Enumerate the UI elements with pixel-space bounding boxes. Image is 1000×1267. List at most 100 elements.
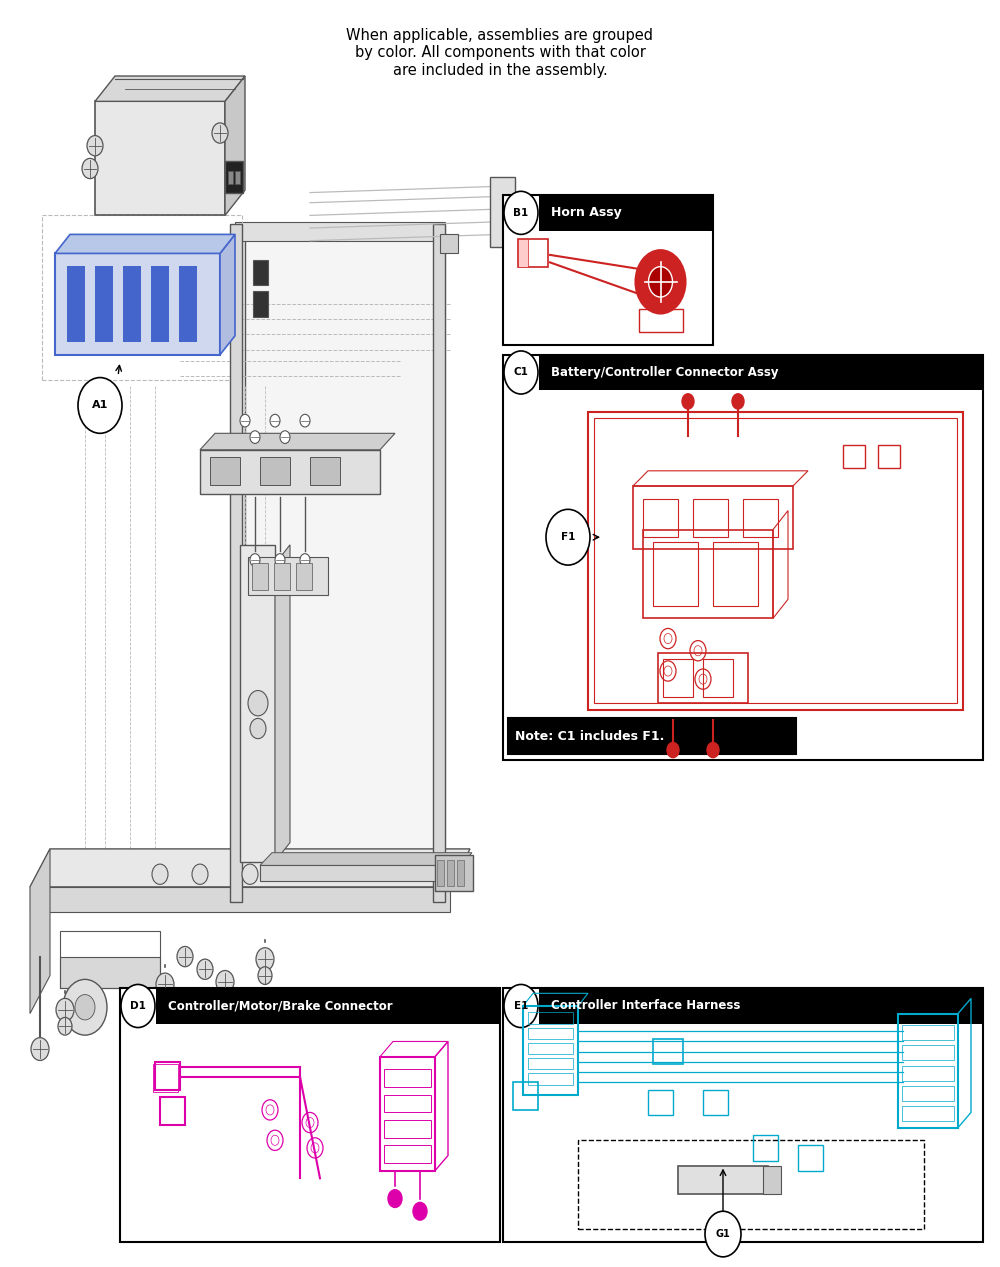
Bar [447,860,454,886]
Bar [678,1166,768,1194]
Bar [160,1097,185,1125]
Bar [228,171,233,184]
Bar [253,291,268,317]
Circle shape [707,742,719,758]
Bar [384,1095,431,1112]
Bar [663,659,693,697]
Circle shape [705,1211,741,1257]
Bar [658,653,748,703]
Circle shape [78,378,122,433]
Bar [235,228,245,900]
Text: C1: C1 [514,367,528,378]
Circle shape [152,864,168,884]
Bar [240,234,440,893]
Text: D1: D1 [130,1001,146,1011]
Bar [151,266,169,342]
Text: E1: E1 [514,1001,528,1011]
Text: Horn Assy: Horn Assy [551,207,622,219]
Polygon shape [30,849,50,1014]
Bar [384,1145,431,1163]
Bar [490,177,515,247]
Circle shape [667,742,679,758]
Bar [713,542,758,606]
Bar [878,446,900,469]
Circle shape [56,998,74,1021]
Bar [384,1069,431,1087]
Bar [252,563,268,590]
Bar [578,1140,924,1229]
Circle shape [250,554,260,566]
Bar [120,988,500,1242]
Bar [384,1120,431,1138]
Circle shape [504,984,538,1028]
Text: When applicable, assemblies are grouped
by color. All components with that color: When applicable, assemblies are grouped … [347,28,654,77]
Polygon shape [200,433,395,450]
Bar [703,659,733,697]
Text: Note: C1 includes F1.: Note: C1 includes F1. [515,730,664,742]
Bar [843,446,865,469]
Bar [435,855,473,891]
Bar [643,530,773,618]
Polygon shape [55,234,235,253]
Bar [503,988,983,1242]
Circle shape [212,123,228,143]
Bar [200,450,380,494]
Bar [123,266,141,342]
Circle shape [63,979,107,1035]
Bar [60,957,160,988]
Bar [235,171,240,184]
Circle shape [388,1190,402,1207]
Circle shape [546,509,590,565]
Bar [588,412,963,710]
Bar [179,266,197,342]
Bar [639,309,682,332]
Bar [503,195,713,345]
Polygon shape [220,234,235,355]
Circle shape [75,995,95,1020]
Bar [210,457,240,485]
Polygon shape [95,76,245,101]
Bar [155,1062,180,1090]
Text: Controller Interface Harness: Controller Interface Harness [551,1000,740,1012]
Bar [528,1012,573,1024]
Circle shape [504,351,538,394]
Circle shape [250,431,260,443]
Bar [898,1014,958,1128]
Circle shape [58,1017,72,1035]
Circle shape [156,973,174,996]
Bar [433,224,445,902]
Bar [156,988,500,1024]
Circle shape [216,971,234,993]
Bar [798,1145,823,1171]
Circle shape [413,1202,427,1220]
Circle shape [158,992,172,1010]
Bar [437,860,444,886]
Bar [240,545,275,862]
Bar [539,355,983,390]
Bar [200,450,380,494]
Text: Controller/Motor/Brake Connector: Controller/Motor/Brake Connector [168,1000,393,1012]
Polygon shape [225,76,245,215]
Circle shape [258,967,272,984]
Bar [528,1073,573,1085]
Bar [153,1064,178,1092]
Circle shape [31,1038,49,1060]
Circle shape [636,250,686,313]
Bar [508,718,796,754]
Bar [225,161,243,193]
Circle shape [240,414,250,427]
Circle shape [300,554,310,566]
Polygon shape [275,545,290,862]
Bar [643,499,678,537]
Bar [743,499,778,537]
Bar [648,1090,673,1115]
Bar [503,355,983,760]
Bar [274,563,290,590]
Bar [235,222,445,241]
Bar [440,234,458,253]
Bar [902,1106,954,1121]
Bar [633,487,793,550]
Circle shape [682,394,694,409]
Bar [518,239,528,267]
Circle shape [121,984,155,1028]
